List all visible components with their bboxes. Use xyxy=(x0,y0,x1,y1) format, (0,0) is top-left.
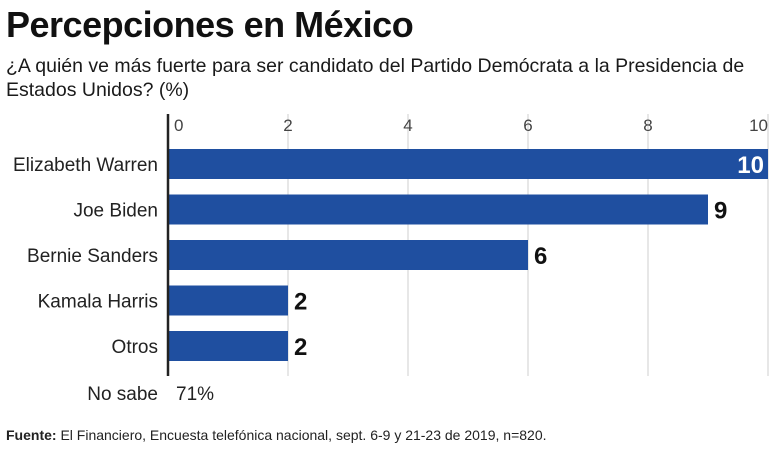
value-label-2: 6 xyxy=(534,243,547,270)
bar-4 xyxy=(168,331,288,361)
value-label-0: 10 xyxy=(737,152,764,179)
value-label-3: 2 xyxy=(294,289,307,316)
x-tick-label-8: 8 xyxy=(643,116,652,135)
category-label-4: Otros xyxy=(112,337,158,358)
bar-2 xyxy=(168,240,528,270)
source-prefix: Fuente: xyxy=(6,427,57,443)
x-tick-label-6: 6 xyxy=(523,116,532,135)
no-sabe-row: No sabe 71% xyxy=(87,384,214,405)
category-label-0: Elizabeth Warren xyxy=(13,155,158,176)
bar-1 xyxy=(168,194,708,225)
x-tick-label-4: 4 xyxy=(403,116,412,135)
value-label-4: 2 xyxy=(294,334,307,361)
category-label-2: Bernie Sanders xyxy=(27,246,158,267)
no-sabe-label: No sabe xyxy=(87,384,158,405)
bar-3 xyxy=(168,285,288,316)
value-labels: 10 9 6 2 2 xyxy=(294,152,764,361)
source-text: El Financiero, Encuesta telefónica nacio… xyxy=(56,427,547,443)
category-labels: Elizabeth Warren Joe Biden Bernie Sanders K… xyxy=(13,155,158,358)
x-axis-ticks: 0 2 4 6 8 10 xyxy=(174,116,768,135)
source-note: Fuente: El Financiero, Encuesta telefóni… xyxy=(6,427,547,443)
x-tick-label-10: 10 xyxy=(749,116,768,135)
chart-subtitle: ¿A quién ve más fuerte para ser candidat… xyxy=(6,55,745,101)
bar-0 xyxy=(168,149,768,179)
category-label-1: Joe Biden xyxy=(73,201,158,222)
no-sabe-value: 71% xyxy=(176,384,214,405)
x-tick-label-2: 2 xyxy=(283,116,292,135)
value-label-1: 9 xyxy=(714,198,727,225)
category-label-3: Kamala Harris xyxy=(38,292,158,313)
x-tick-label-0: 0 xyxy=(174,116,183,135)
chart-title: Percepciones en México xyxy=(6,4,414,45)
bar-chart: 0 2 4 6 8 10 Elizabeth Warren Joe Biden Bernie … xyxy=(13,114,769,405)
bars xyxy=(168,149,768,361)
